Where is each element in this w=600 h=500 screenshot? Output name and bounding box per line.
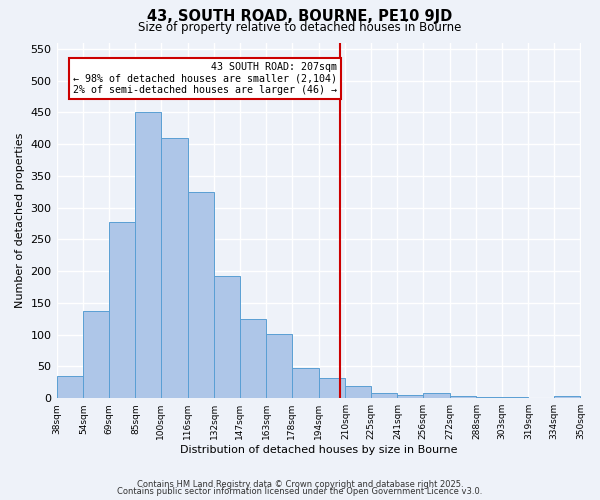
Text: Size of property relative to detached houses in Bourne: Size of property relative to detached ho… [139,21,461,34]
Bar [476,397,502,398]
Bar [239,319,266,398]
Bar [109,222,136,398]
Bar [449,396,476,398]
Bar [397,395,422,398]
Bar [83,311,109,398]
Text: Contains public sector information licensed under the Open Government Licence v3: Contains public sector information licen… [118,488,482,496]
Bar [56,376,83,398]
Bar [319,378,346,398]
Bar [161,138,188,398]
Bar [422,393,449,398]
Bar [136,112,161,398]
Text: Contains HM Land Registry data © Crown copyright and database right 2025.: Contains HM Land Registry data © Crown c… [137,480,463,489]
Bar [214,276,239,398]
Text: 43, SOUTH ROAD, BOURNE, PE10 9JD: 43, SOUTH ROAD, BOURNE, PE10 9JD [148,9,452,24]
Bar [554,396,580,398]
Bar [266,334,292,398]
Y-axis label: Number of detached properties: Number of detached properties [15,132,25,308]
Bar [502,397,529,398]
Text: 43 SOUTH ROAD: 207sqm
← 98% of detached houses are smaller (2,104)
2% of semi-de: 43 SOUTH ROAD: 207sqm ← 98% of detached … [73,62,337,95]
Bar [188,192,214,398]
X-axis label: Distribution of detached houses by size in Bourne: Distribution of detached houses by size … [180,445,457,455]
Bar [346,386,371,398]
Bar [371,393,397,398]
Bar [292,368,319,398]
